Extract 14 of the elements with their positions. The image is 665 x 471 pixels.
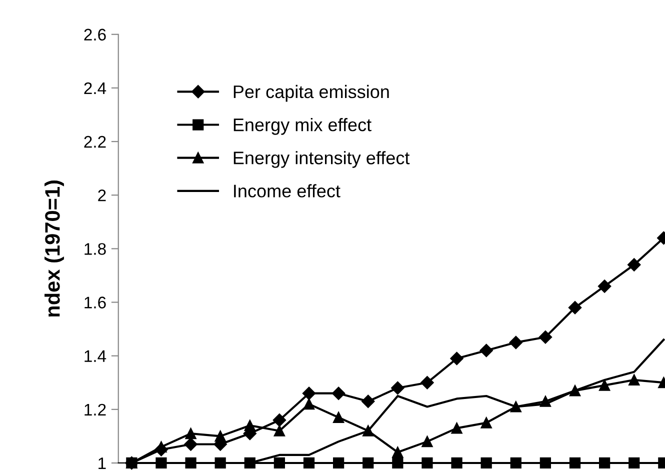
legend-label: Energy mix effect <box>234 118 372 135</box>
y-tick-label: 1.4 <box>84 350 106 362</box>
y-tick-label: 2.2 <box>84 136 106 148</box>
y-tick-label: 1 <box>98 458 106 470</box>
y-tick-label: 2.6 <box>84 28 106 41</box>
y-tick-label: 1.2 <box>84 404 106 416</box>
y-tick-label: 2.4 <box>84 82 106 94</box>
y-axis-title: ndex (1970=1) <box>44 180 64 316</box>
legend-label: Per capita emission <box>234 84 389 102</box>
legend-label: Income effect <box>234 184 340 198</box>
y-tick-label: 1.6 <box>84 296 106 308</box>
y-tick-label: 2 <box>98 190 106 202</box>
legend-label: Energy intensity effect <box>234 151 410 168</box>
y-tick-label: 1.8 <box>84 243 106 255</box>
